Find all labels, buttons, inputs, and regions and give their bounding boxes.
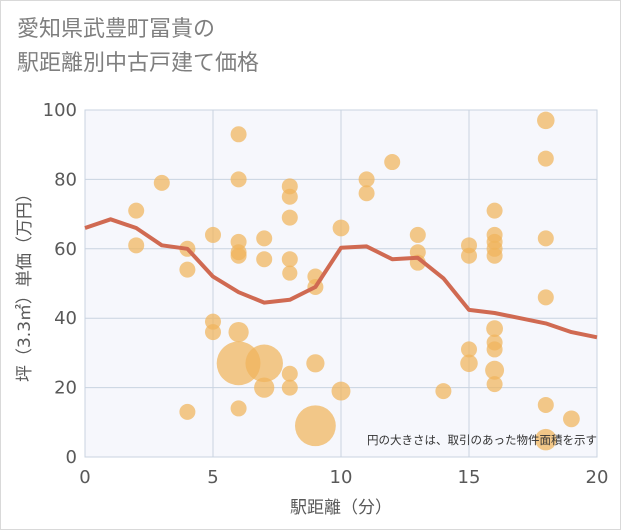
- x-tick-label: 20: [586, 467, 609, 488]
- data-bubble: [281, 379, 298, 396]
- data-bubble: [460, 354, 478, 373]
- x-tick-label: 0: [79, 467, 90, 488]
- data-bubble: [358, 185, 375, 202]
- x-axis-title: 駅距離（分）: [290, 498, 392, 518]
- data-bubble: [179, 403, 196, 420]
- data-bubble: [486, 320, 503, 338]
- y-tick-label: 0: [66, 447, 77, 468]
- data-bubble: [537, 230, 554, 247]
- x-tick-label: 15: [458, 467, 481, 488]
- data-bubble: [537, 396, 554, 413]
- data-bubble: [537, 111, 555, 130]
- data-bubble: [295, 405, 336, 447]
- size-note: 円の大きさは、取引のあった物件面積を示す: [367, 433, 597, 447]
- data-bubble: [230, 126, 247, 143]
- data-bubble: [281, 365, 298, 382]
- data-bubble: [256, 230, 273, 247]
- data-bubble: [128, 202, 145, 219]
- y-axis-title: 坪（3.3㎡）単価（万円）: [15, 185, 35, 382]
- data-bubble: [230, 171, 247, 188]
- x-tick-label: 10: [330, 467, 353, 488]
- chart-title: 愛知県武豊町冨貴の 駅距離別中古戸建て価格: [17, 17, 260, 76]
- data-bubble: [486, 376, 503, 393]
- y-tick-label: 40: [54, 308, 77, 329]
- data-bubble: [179, 261, 196, 278]
- data-bubble: [128, 237, 145, 254]
- data-bubble: [384, 154, 401, 171]
- data-bubble: [281, 209, 298, 226]
- data-bubble: [486, 247, 503, 264]
- data-bubble: [245, 344, 283, 383]
- x-tick-label: 5: [207, 467, 218, 488]
- data-bubble: [281, 251, 298, 268]
- x-tick-labels: 0 5 10 15 20: [79, 467, 608, 488]
- data-bubble: [256, 251, 273, 268]
- data-bubble: [153, 174, 170, 191]
- data-bubble: [485, 360, 505, 380]
- data-bubble: [331, 381, 351, 401]
- data-bubble: [409, 226, 426, 243]
- y-tick-label: 100: [43, 100, 77, 121]
- data-bubble: [332, 219, 350, 237]
- data-bubble: [228, 321, 249, 343]
- y-tick-label: 20: [54, 378, 77, 399]
- data-bubble: [281, 188, 298, 205]
- data-bubble: [205, 324, 221, 341]
- data-bubble: [205, 226, 221, 243]
- data-bubble: [535, 428, 557, 451]
- y-tick-label: 60: [54, 239, 77, 260]
- data-bubble: [461, 247, 477, 264]
- data-bubble: [358, 171, 375, 188]
- data-bubble: [563, 410, 580, 428]
- y-tick-label: 80: [54, 169, 77, 190]
- bubble-layer: [128, 111, 580, 451]
- data-bubble: [282, 265, 298, 281]
- y-tick-labels: 0 20 40 60 80 100: [43, 100, 77, 468]
- data-bubble: [537, 289, 554, 306]
- data-bubble: [486, 341, 503, 358]
- trend-line: [84, 217, 598, 340]
- data-bubble: [537, 150, 554, 167]
- data-bubble: [306, 354, 325, 373]
- data-bubble: [254, 377, 275, 398]
- data-bubble: [461, 341, 477, 358]
- data-bubble: [486, 202, 503, 219]
- data-bubble: [230, 247, 247, 264]
- data-bubble: [230, 400, 247, 417]
- data-bubble: [435, 383, 452, 400]
